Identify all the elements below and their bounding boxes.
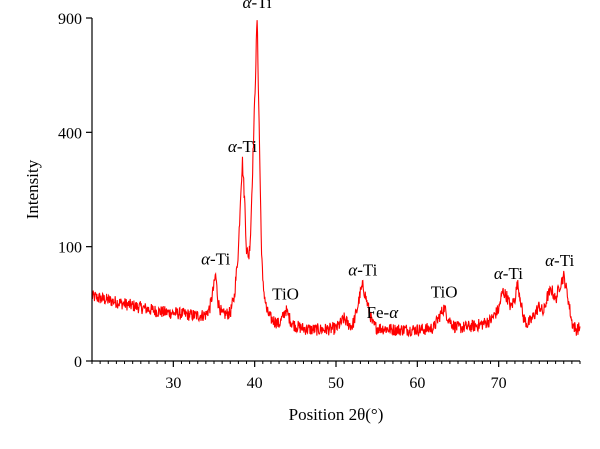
x-tick-label: 40 [247, 375, 263, 392]
y-tick-label: 100 [58, 240, 82, 257]
y-tick-label: 900 [58, 11, 82, 28]
y-tick-label: 400 [58, 125, 82, 142]
x-tick-label: 50 [328, 375, 344, 392]
x-tick-label: 70 [491, 375, 507, 392]
peak-label: α-Ti [348, 260, 377, 279]
y-axis-title: Intensity [23, 159, 42, 219]
peak-label: α-Ti [243, 0, 272, 12]
x-axis-title: Position 2θ(°) [289, 405, 384, 424]
peak-label: TiO [272, 284, 299, 303]
peak-label: TiO [431, 283, 458, 302]
peak-label: Fe-α [367, 303, 400, 322]
y-tick-label: 0 [74, 354, 82, 371]
peak-label: α-Ti [545, 251, 574, 270]
x-tick-label: 30 [165, 375, 181, 392]
peak-label: α-Ti [201, 249, 230, 268]
peak-label: α-Ti [494, 264, 523, 283]
x-tick-label: 60 [409, 375, 425, 392]
xrd-trace [91, 20, 581, 338]
peak-label: α-Ti [228, 137, 257, 156]
plot-area: 30 40 50 60 70 0 100 400 900 α-Ti α-Ti α-Ti TiO α-Ti F… [58, 0, 581, 392]
